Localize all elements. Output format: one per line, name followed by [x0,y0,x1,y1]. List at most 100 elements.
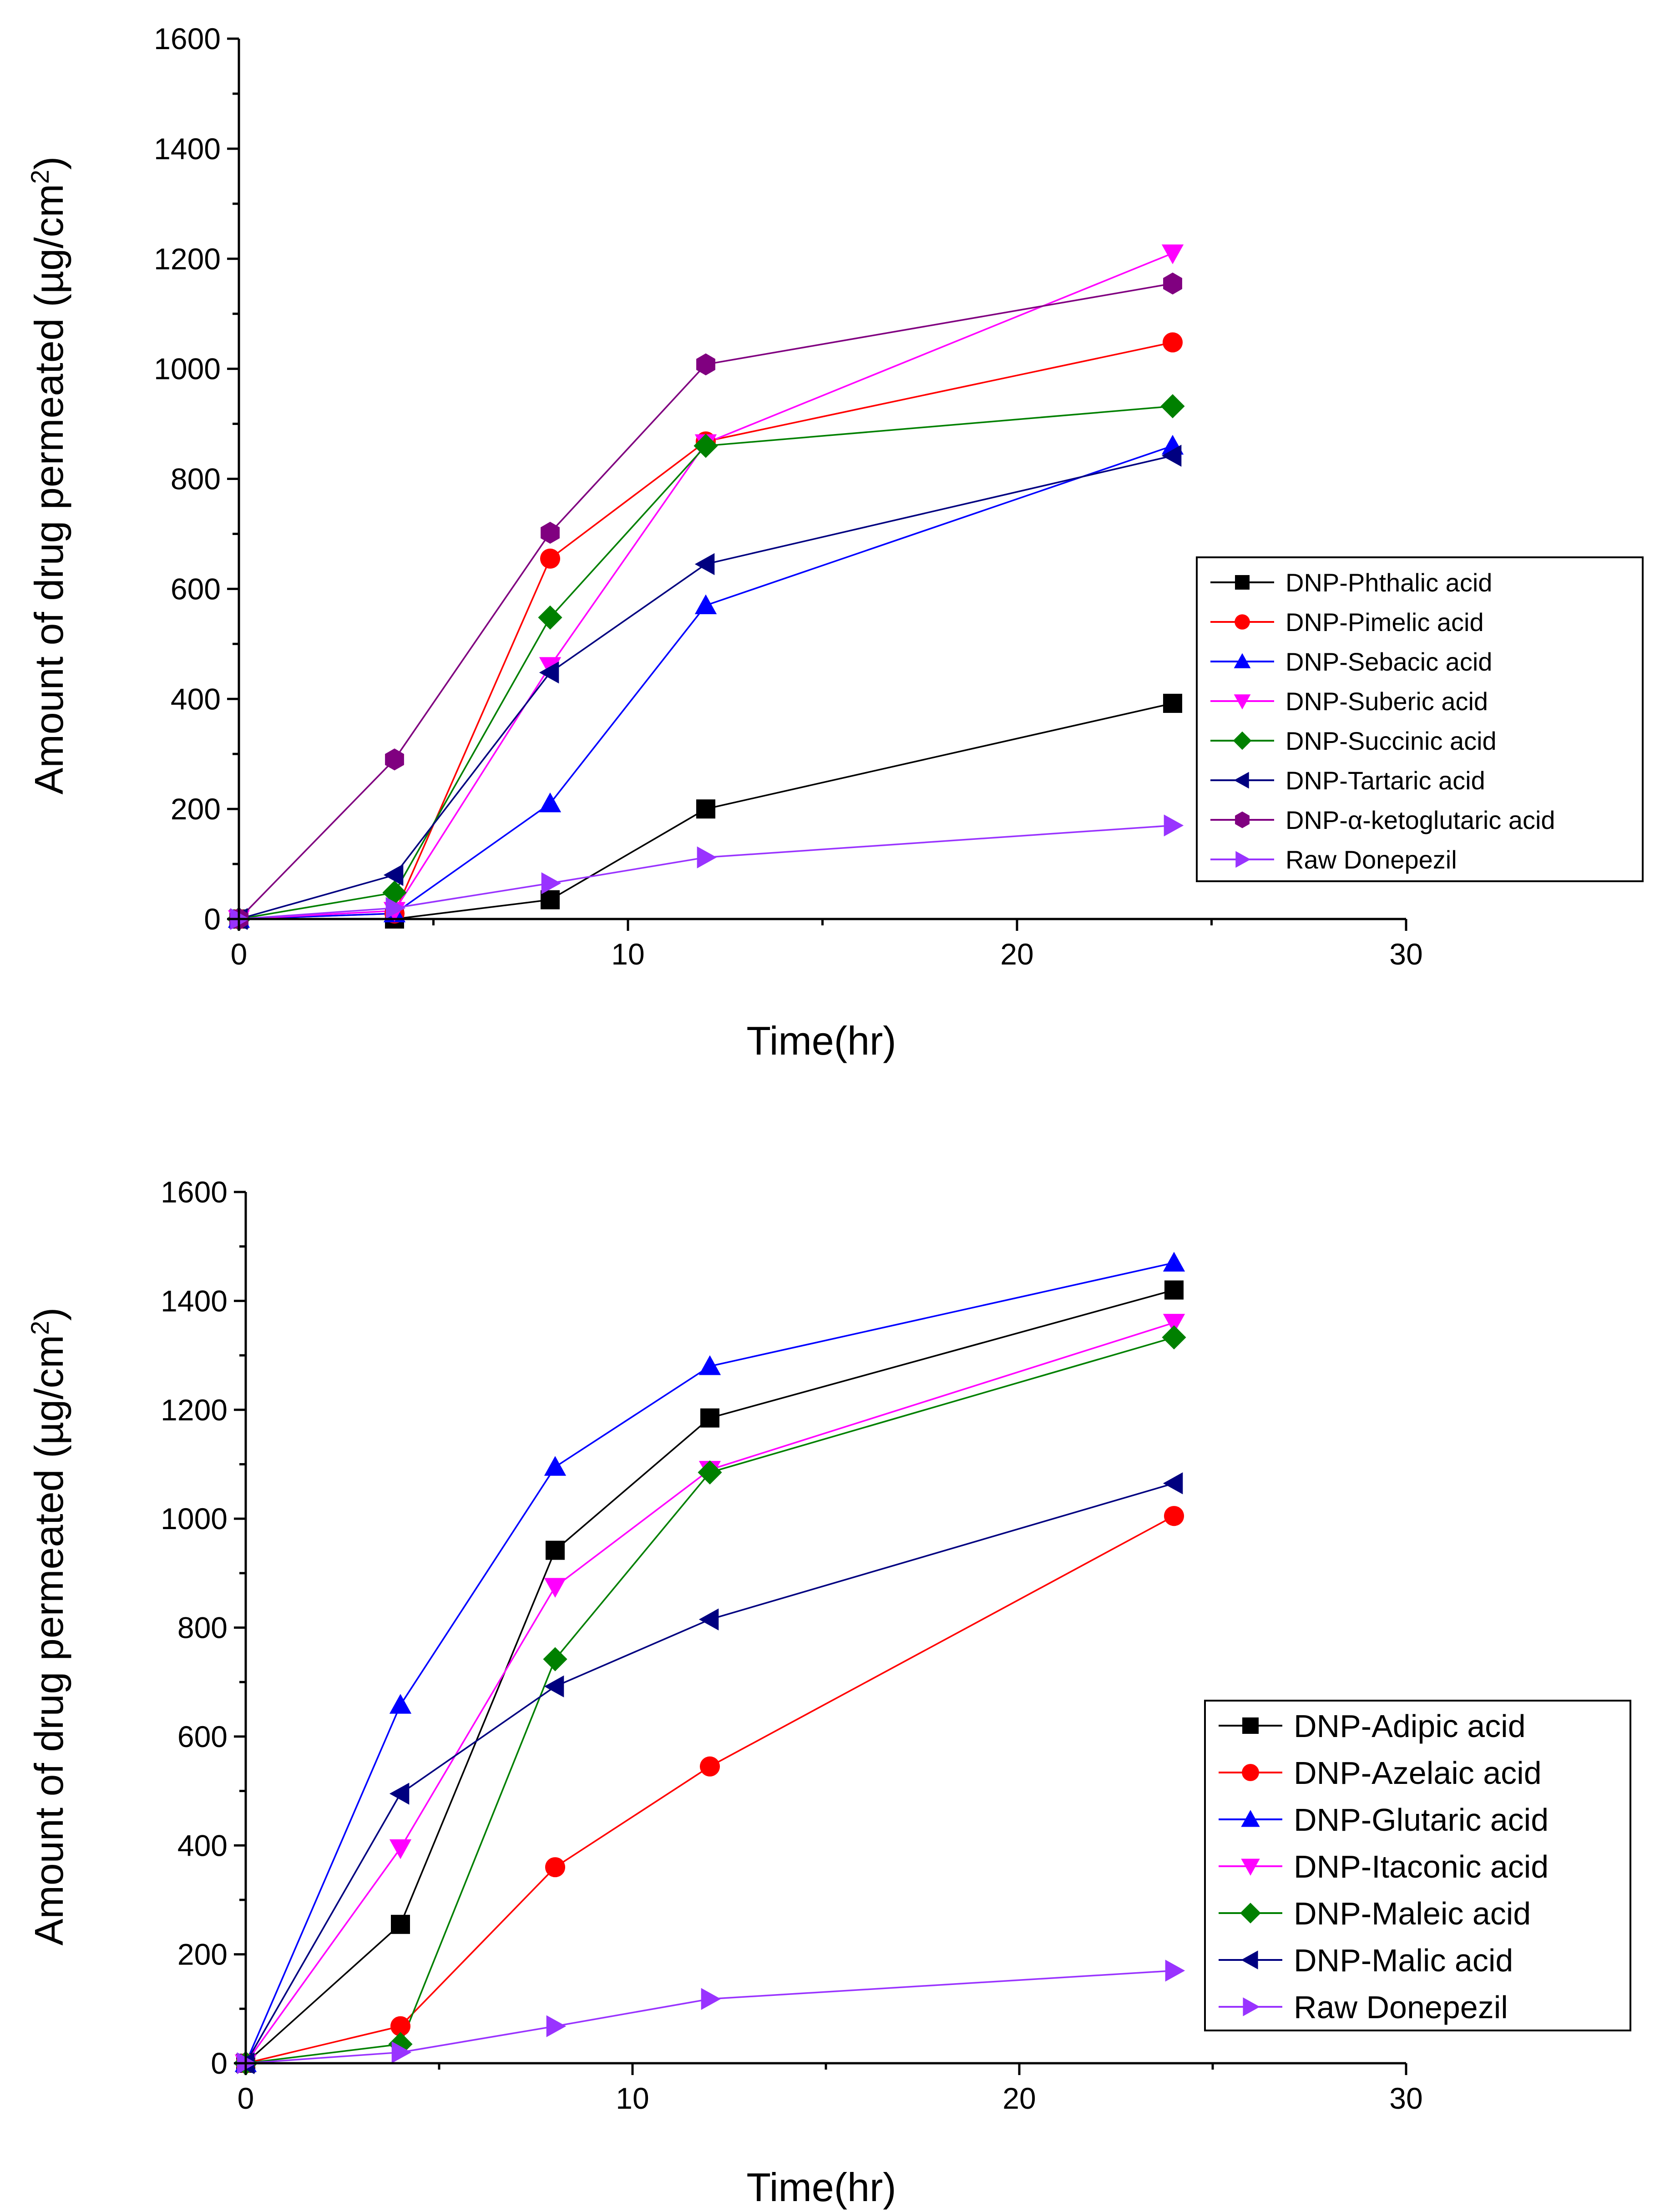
chart-bottom: 0 200 400 600 800 1000 1200 1400 1600 0 10 20 30 Tim… [25,1175,1631,2210]
series-line [245,1262,1174,2064]
legend-label: DNP-Maleic acid [1294,1896,1531,1931]
x-tick-label: 30 [1389,937,1422,971]
legend-label: DNP-Glutaric acid [1294,1802,1549,1838]
legend-label: DNP-α-ketoglutaric acid [1285,806,1555,834]
series-line [245,1970,1174,2064]
data-point [390,2016,411,2036]
legend-label: DNP-Tartaric acid [1285,766,1485,795]
y-tick-label: 1200 [154,242,221,276]
y-axis-title: Amount of drug permeated (µg/cm2) [25,157,72,794]
data-point [699,1756,720,1777]
y-tick-label: 0 [204,902,221,936]
data-point [391,2041,412,2064]
y-tick-label: 1400 [154,132,221,166]
data-point [539,662,559,684]
data-point [1161,244,1184,264]
data-point [696,799,715,819]
legend-label: DNP-Phthalic acid [1285,568,1492,597]
legend-marker [1241,1950,1258,1970]
data-point [382,880,407,905]
y-tick-label: 400 [177,1828,228,1862]
legend-label: DNP-Suberic acid [1285,687,1488,716]
legend-label: Raw Donepezil [1294,1990,1508,2025]
data-point [1163,273,1182,295]
legend-marker [1243,1997,1260,2016]
legend-label: Raw Donepezil [1285,845,1457,874]
data-point [1164,1280,1184,1300]
legend-marker [1233,731,1252,750]
series-line [238,341,1173,920]
y-axis-title: Amount of drug permeated (µg/cm2) [25,1308,72,1945]
x-tick-label: 10 [611,937,644,971]
x-tick-label: 10 [616,2081,649,2115]
data-point [389,1839,412,1859]
y-tick-label: 800 [171,462,221,496]
data-point [700,1408,719,1428]
y-tick-label: 1600 [154,22,221,56]
chart-top: 0 200 400 600 800 1000 1200 1400 1600 0 10 20 30 Tim… [25,22,1644,1063]
data-point [1163,1472,1183,1495]
series-line [245,1515,1174,2064]
legend-marker [1242,1764,1259,1781]
y-tick-label: 200 [171,792,221,826]
data-point [383,864,404,886]
data-point [541,521,560,544]
data-point [1163,693,1182,713]
series-line [245,1289,1174,2064]
data-point [541,890,560,909]
series-layer [227,244,1185,931]
legend-marker [1234,772,1249,789]
data-point [698,1355,721,1375]
legend: DNP-Phthalic acid DNP-Pimelic acid DNP-Seb… [1196,556,1644,882]
data-point [1161,444,1182,467]
data-point [385,748,404,771]
y-tick-label: 600 [171,572,221,606]
y-tick-label: 1000 [161,1502,228,1535]
y-tick-label: 200 [177,1938,228,1971]
data-point [391,1914,410,1934]
data-point [1162,332,1183,353]
legend-label: DNP-Malic acid [1294,1943,1513,1978]
data-point [697,846,717,869]
x-tick-label: 20 [1002,2081,1036,2115]
x-tick-label: 30 [1389,2081,1422,2115]
axes: 0 200 400 600 800 1000 1200 1400 1600 0 10 20 30 [161,1175,1423,2115]
x-tick-label: 0 [231,937,248,971]
data-point [544,1456,567,1476]
data-point [694,594,717,614]
data-point [543,1647,567,1672]
legend-marker [1241,1858,1260,1876]
y-tick-label: 600 [177,1720,228,1753]
y-tick-label: 1200 [161,1393,228,1427]
data-point [698,1460,722,1485]
y-tick-label: 1000 [154,352,221,386]
data-point [1164,1506,1184,1526]
legend-label: DNP-Succinic acid [1285,727,1497,755]
data-point [540,548,561,569]
data-point [1163,1313,1185,1334]
data-point [1164,814,1184,837]
data-point [1165,1959,1185,1982]
data-point [546,1540,565,1560]
x-axis-title: Time(hr) [746,1018,896,1063]
data-point [389,1694,412,1714]
series-line [238,445,1173,920]
series-layer [233,1252,1186,2076]
y-tick-label: 1600 [161,1175,228,1209]
y-tick-label: 800 [177,1611,228,1645]
legend-marker [1240,1903,1261,1924]
series-line [245,1322,1174,2064]
data-point [1160,394,1185,419]
legend-marker [1235,811,1250,828]
y-tick-label: 400 [171,682,221,716]
data-point [701,1988,721,2010]
data-point [698,1608,719,1631]
legend-marker [1234,653,1251,668]
legend: DNP-Adipic acid DNP-Azelaic acid DNP-Gluta… [1204,1700,1631,2031]
y-tick-label: 1400 [161,1284,228,1318]
data-point [546,2015,567,2037]
legend-marker [1242,1717,1259,1734]
data-point [696,353,715,376]
data-point [693,434,718,458]
